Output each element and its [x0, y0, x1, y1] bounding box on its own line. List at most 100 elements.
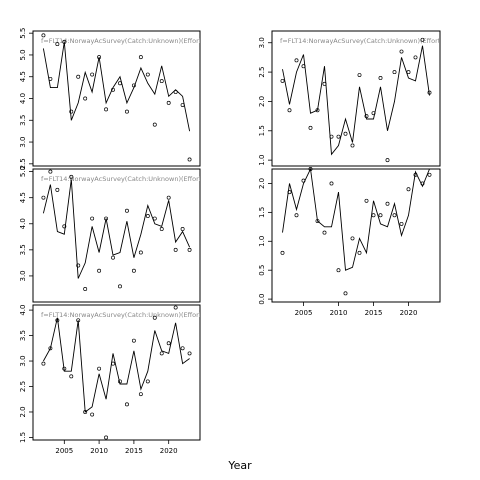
strip-label: f=FLT14:NorwayAcSurvey(Catch:Unknown)(Ef… — [41, 37, 236, 45]
observed-point — [364, 114, 369, 119]
observed-point — [364, 198, 369, 203]
observed-point — [413, 172, 418, 177]
observed-point — [145, 213, 150, 218]
observed-point — [406, 70, 411, 75]
observed-point — [399, 221, 404, 226]
observed-point — [308, 167, 313, 171]
strip-label: f=FLT14:NorwayAcSurvey(Catch:Unknown)(Ef… — [41, 311, 236, 319]
observed-point — [357, 73, 362, 77]
fitted-line — [43, 317, 190, 413]
observed-point — [385, 158, 390, 163]
observed-point — [111, 255, 115, 260]
observed-point — [48, 169, 53, 174]
x-tick-label: 2010 — [330, 309, 348, 317]
y-tick-label: 3.5 — [19, 330, 27, 341]
observed-point — [41, 361, 46, 366]
observed-point — [97, 55, 102, 60]
observed-point — [118, 284, 122, 289]
observed-point — [173, 305, 178, 310]
observed-point — [378, 76, 383, 80]
observed-point — [406, 187, 411, 192]
observed-point — [69, 174, 74, 179]
observed-point — [111, 87, 115, 92]
y-tick-label: 1.5 — [19, 432, 27, 443]
y-tick-label: 5.0 — [19, 166, 27, 177]
observed-point — [118, 379, 122, 384]
y-tick-label: 0.5 — [258, 265, 266, 276]
observed-point — [69, 109, 74, 114]
observed-point — [104, 107, 109, 112]
observed-point — [97, 268, 102, 273]
observed-point — [159, 227, 164, 231]
panel-border — [32, 168, 201, 303]
observed-point — [180, 227, 185, 231]
observed-point — [392, 70, 397, 75]
observed-point — [62, 224, 67, 229]
panel-border — [32, 304, 201, 441]
y-tick-label: 4.0 — [19, 93, 27, 104]
y-tick-label: 1.0 — [258, 155, 266, 166]
observed-point — [62, 39, 67, 44]
observed-point — [357, 250, 362, 255]
y-tick-label: 2.5 — [19, 158, 27, 169]
observed-point — [76, 263, 81, 268]
panel-top-left: f=FLT14:NorwayAcSurvey(Catch:Unknown)(Ef… — [19, 28, 236, 169]
observed-point — [187, 351, 192, 356]
observed-point — [378, 213, 383, 218]
observed-point — [308, 125, 313, 130]
y-tick-label: 4.0 — [19, 305, 27, 316]
observed-point — [329, 134, 334, 139]
strip-label: f=FLT14:NorwayAcSurvey(Catch:Unknown)(Ef… — [41, 175, 236, 183]
observed-point — [83, 287, 88, 291]
observed-point — [48, 76, 53, 81]
y-tick-label: 1.0 — [258, 236, 266, 247]
observed-point — [131, 83, 136, 88]
y-tick-label: 1.5 — [258, 125, 266, 136]
observed-point — [322, 230, 327, 235]
observed-point — [427, 90, 432, 95]
observed-point — [83, 410, 88, 414]
observed-point — [180, 346, 185, 351]
panel-bottom-left: f=FLT14:NorwayAcSurvey(Catch:Unknown)(Ef… — [19, 304, 236, 455]
observed-point — [280, 78, 285, 83]
y-tick-label: 4.5 — [19, 192, 27, 203]
y-tick-label: 2.0 — [258, 96, 266, 107]
observed-point — [69, 374, 74, 379]
observed-point — [152, 315, 157, 320]
observed-point — [420, 37, 425, 42]
y-tick-label: 2.5 — [19, 381, 27, 392]
x-tick-label: 2020 — [160, 447, 178, 455]
observed-point — [152, 122, 157, 127]
observed-point — [152, 216, 157, 221]
observed-point — [294, 58, 299, 63]
y-tick-label: 0.0 — [258, 294, 266, 305]
fitted-line — [282, 167, 430, 271]
observed-point — [301, 64, 306, 69]
observed-point — [41, 33, 46, 38]
panel-border — [271, 168, 441, 303]
observed-point — [187, 157, 192, 162]
observed-point — [180, 103, 185, 107]
observed-point — [145, 72, 150, 77]
y-tick-label: 3.0 — [19, 355, 27, 366]
observed-point — [131, 338, 136, 343]
panel-border — [32, 30, 201, 167]
observed-point — [413, 55, 418, 60]
y-tick-label: 2.0 — [19, 406, 27, 417]
observed-point — [427, 172, 432, 177]
observed-point — [166, 341, 171, 346]
observed-point — [90, 216, 95, 221]
observed-point — [392, 213, 397, 218]
x-tick-label: 2005 — [55, 447, 73, 455]
observed-point — [118, 81, 122, 86]
observed-point — [343, 131, 348, 136]
y-tick-label: 3.0 — [258, 37, 266, 48]
y-tick-label: 2.5 — [258, 67, 266, 78]
observed-point — [385, 201, 390, 206]
observed-point — [420, 181, 425, 186]
observed-point — [336, 268, 341, 273]
x-tick-label: 2020 — [400, 309, 418, 317]
x-tick-label: 2015 — [125, 447, 143, 455]
observed-point — [329, 181, 334, 186]
y-tick-label: 4.5 — [19, 71, 27, 82]
